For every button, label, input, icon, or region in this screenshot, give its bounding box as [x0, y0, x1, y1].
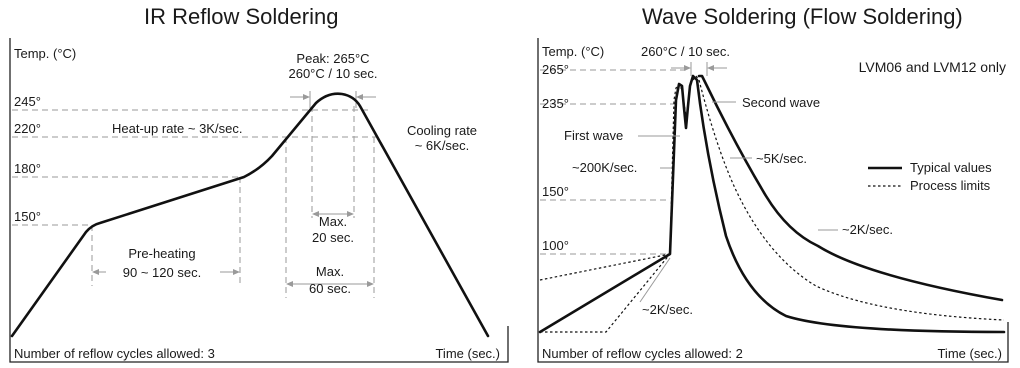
wave-typical-curve-lower [538, 74, 1006, 334]
wave-peak-arrow-right-icon [707, 65, 714, 71]
wave-reflow-cycles-note: Number of reflow cycles allowed: 2 [542, 346, 743, 361]
ir-max20-label: Max. [319, 214, 347, 229]
ir-reflow-curve [10, 92, 490, 338]
ir-reflow-title: IR Reflow Soldering [144, 4, 339, 29]
ir-peak-label: Peak: 265°C [296, 51, 369, 66]
wave-typical-curve-upper [697, 74, 1004, 302]
ir-max60-label: Max. [316, 264, 344, 279]
ir-tick-180: 180° [14, 161, 41, 176]
wave-peak-arrow-left-icon [684, 65, 691, 71]
ir-x-axis-label: Time (sec.) [435, 346, 500, 361]
ir-max20-arrow-left-icon [312, 211, 319, 217]
wave-rate-200k-label: ~200K/sec. [572, 160, 637, 175]
wave-rate-5k-label: ~5K/sec. [756, 151, 807, 166]
ir-tick-220: 220° [14, 121, 41, 136]
ir-reflow-cycles-note: Number of reflow cycles allowed: 3 [14, 346, 215, 361]
wave-tick-265: 265° [542, 62, 569, 77]
ir-preheat-label: Pre-heating [128, 246, 195, 261]
ir-reflow-diagram: Temp. (°C) 245° 220° 180° 150° Peak: 265… [9, 38, 509, 363]
wave-2k-lower-pointer [639, 257, 671, 303]
wave-tick-150: 150° [542, 184, 569, 199]
wave-frame [537, 38, 1009, 363]
wave-peak-note: 260°C / 10 sec. [641, 44, 730, 59]
ir-peak-arrow-left-icon [303, 94, 310, 100]
ir-peak-arrow-right-icon [356, 94, 363, 100]
ir-peak-duration-label: 260°C / 10 sec. [288, 66, 377, 81]
ir-cooling-rate-label: Cooling rate [407, 123, 477, 138]
wave-limit-preheat-upper [539, 253, 671, 281]
wave-tick-235: 235° [542, 96, 569, 111]
ir-cooling-rate-value: ~ 6K/sec. [415, 138, 470, 153]
wave-limit-cooling [692, 75, 1005, 321]
ir-max20-arrow-right-icon [347, 211, 354, 217]
ir-preheat-arrow-left-icon [92, 269, 99, 275]
ir-tick-150: 150° [14, 209, 41, 224]
wave-legend-limits-label: Process limits [910, 178, 991, 193]
wave-rate-2k-upper-label: ~2K/sec. [842, 222, 893, 237]
ir-preheat-arrow-right-icon [233, 269, 240, 275]
ir-heatup-rate-label: Heat-up rate ~ 3K/sec. [112, 121, 242, 136]
ir-preheat-duration: 90 ~ 120 sec. [123, 265, 201, 280]
ir-max60-arrow-right-icon [367, 281, 374, 287]
wave-tick-100: 100° [542, 238, 569, 253]
wave-rate-2k-lower-label: ~2K/sec. [642, 302, 693, 317]
wave-limit-preheat-lower [540, 253, 671, 333]
wave-soldering-diagram: Typical values Process limits Temp. (°C)… [537, 38, 1009, 363]
ir-frame [9, 38, 509, 363]
wave-second-wave-label: Second wave [742, 95, 820, 110]
ir-max60-arrow-left-icon [286, 281, 293, 287]
wave-x-axis-label: Time (sec.) [937, 346, 1002, 361]
wave-legend-typical-label: Typical values [910, 160, 992, 175]
ir-max20-duration: 20 sec. [312, 230, 354, 245]
ir-max60-duration: 60 sec. [309, 281, 351, 296]
wave-soldering-title: Wave Soldering (Flow Soldering) [642, 4, 963, 29]
wave-model-note: LVM06 and LVM12 only [859, 59, 1006, 75]
ir-y-axis-label: Temp. (°C) [14, 46, 76, 61]
ir-tick-245: 245° [14, 94, 41, 109]
wave-y-axis-label: Temp. (°C) [542, 44, 604, 59]
wave-first-wave-label: First wave [564, 128, 623, 143]
